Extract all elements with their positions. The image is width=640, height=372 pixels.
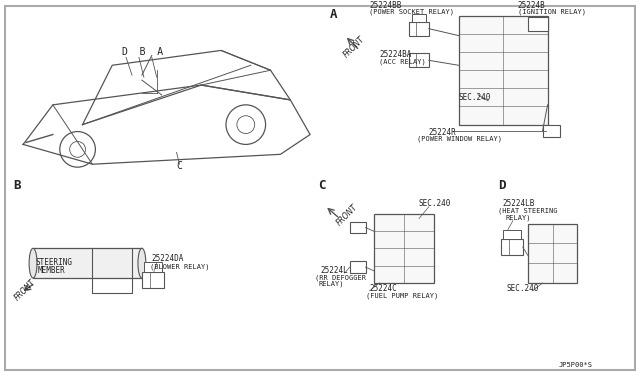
- Bar: [374, 214, 434, 283]
- Text: (FUEL PUMP RELAY): (FUEL PUMP RELAY): [365, 293, 438, 299]
- Text: D  B  A: D B A: [122, 47, 163, 57]
- Text: 25224BB: 25224BB: [369, 1, 402, 10]
- Bar: [144, 262, 162, 272]
- Text: (POWER WINDOW RELAY): (POWER WINDOW RELAY): [417, 135, 502, 142]
- Text: 25224B: 25224B: [518, 1, 546, 10]
- Text: SEC.240: SEC.240: [506, 284, 538, 293]
- Text: STEERING: STEERING: [35, 258, 72, 267]
- Bar: [33, 248, 142, 278]
- Text: (POWER SOCKET RELAY): (POWER SOCKET RELAY): [369, 9, 454, 15]
- Text: SEC.240: SEC.240: [419, 199, 451, 208]
- Text: 25224LB: 25224LB: [502, 199, 534, 208]
- Text: SEC.240: SEC.240: [458, 93, 491, 102]
- Text: (HEAT STEERING: (HEAT STEERING: [498, 208, 557, 214]
- Text: 25224BA: 25224BA: [380, 50, 412, 60]
- Bar: [501, 240, 523, 255]
- Text: D: D: [498, 179, 506, 192]
- Text: JP5P00*S: JP5P00*S: [558, 362, 592, 368]
- Text: 25224C: 25224C: [369, 284, 397, 293]
- Text: RELAY): RELAY): [505, 215, 531, 221]
- Bar: [543, 125, 561, 137]
- Text: C: C: [177, 161, 182, 171]
- Text: (IGNITION RELAY): (IGNITION RELAY): [518, 9, 586, 15]
- Bar: [412, 14, 426, 22]
- Bar: [409, 22, 429, 36]
- Bar: [528, 17, 548, 31]
- Text: (BLOWER RELAY): (BLOWER RELAY): [150, 263, 209, 270]
- Bar: [142, 272, 164, 288]
- Bar: [528, 224, 577, 283]
- Text: 25224DA: 25224DA: [152, 254, 184, 263]
- Bar: [349, 222, 365, 234]
- Text: RELAY): RELAY): [318, 281, 344, 288]
- Bar: [409, 54, 429, 67]
- Text: MEMBER: MEMBER: [38, 266, 66, 275]
- Ellipse shape: [138, 248, 146, 278]
- Text: FRONT: FRONT: [13, 278, 38, 303]
- Ellipse shape: [29, 248, 37, 278]
- Text: FRONT: FRONT: [342, 35, 367, 60]
- Text: B: B: [13, 179, 20, 192]
- Text: C: C: [318, 179, 326, 192]
- Text: (RR DEFOGGER: (RR DEFOGGER: [315, 275, 366, 282]
- Text: A: A: [330, 8, 337, 21]
- Bar: [458, 16, 548, 125]
- Bar: [349, 261, 365, 273]
- Text: FRONT: FRONT: [335, 203, 360, 228]
- Bar: [503, 230, 521, 240]
- Text: (ACC RELAY): (ACC RELAY): [380, 58, 426, 65]
- Text: 25224R: 25224R: [429, 128, 456, 137]
- Text: 25224L: 25224L: [320, 266, 348, 275]
